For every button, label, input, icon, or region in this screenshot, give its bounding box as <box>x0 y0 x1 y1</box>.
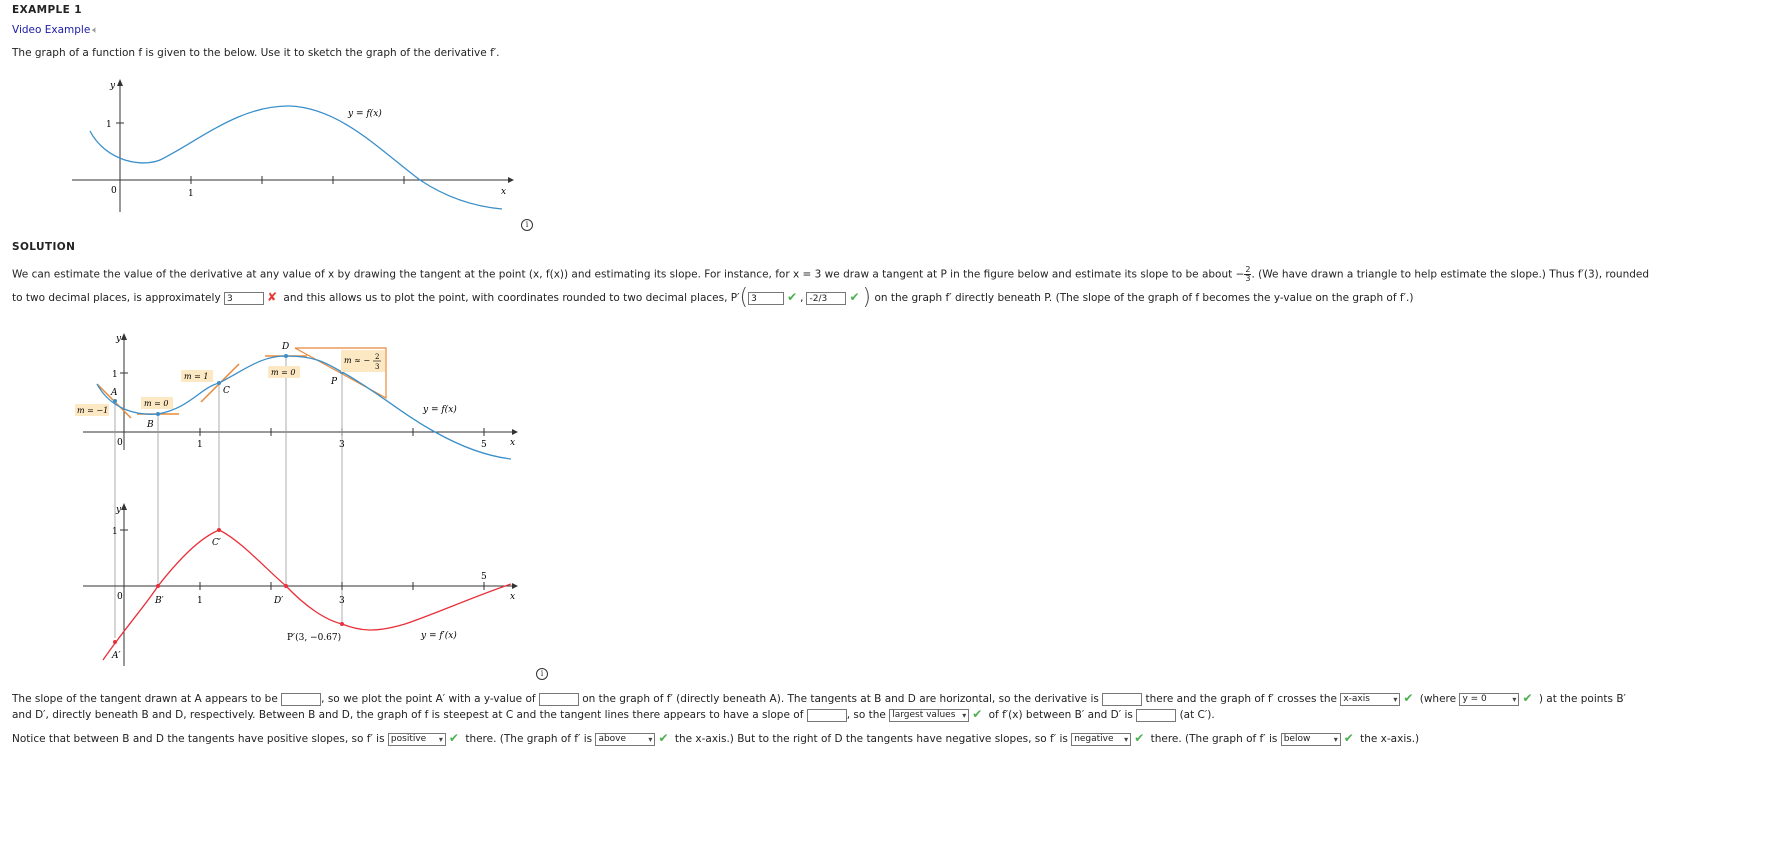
p-prime-y-input[interactable]: -2/3 <box>806 291 847 305</box>
a-prime-y-input[interactable] <box>538 692 579 706</box>
wrong-cross-icon: ✘ <box>267 290 278 304</box>
solution-line-1: We can estimate the value of the derivat… <box>12 266 1649 283</box>
slope-at-c-input[interactable] <box>806 708 847 722</box>
svg-text:3: 3 <box>339 596 345 606</box>
check-icon: ✔ <box>1134 731 1145 745</box>
video-example-link[interactable]: Video Example <box>12 24 91 36</box>
para2-line: Notice that between B and D the tangents… <box>12 731 1420 746</box>
above-select[interactable]: above ▾ <box>595 732 656 746</box>
slope-label-a: m = −1 <box>77 406 108 415</box>
solution-line-2: to two decimal places, is approximately … <box>12 285 1414 310</box>
slope-label-p-den: 3 <box>375 363 379 371</box>
point-a-label: A <box>110 388 118 398</box>
point-p-prime-label: P′(3, −0.67) <box>287 632 341 643</box>
svg-text:5: 5 <box>481 440 487 450</box>
point-b-label: B <box>146 420 154 430</box>
tick-x0: 0 <box>111 186 117 196</box>
svg-text:1: 1 <box>197 596 203 606</box>
check-icon: ✔ <box>658 731 669 745</box>
crosses-select[interactable]: x-axis ▾ <box>1340 692 1401 706</box>
para1-line-1: The slope of the tangent drawn at A appe… <box>12 691 1626 706</box>
video-row: Video Example 🔈︎ <box>12 23 98 38</box>
svg-text:1: 1 <box>112 527 118 537</box>
example-heading: EXAMPLE 1 <box>12 4 82 16</box>
below-select[interactable]: below ▾ <box>1280 732 1341 746</box>
point-p-label: P <box>330 377 338 387</box>
check-icon: ✔ <box>1522 691 1533 705</box>
point-b-prime-label: B′ <box>154 596 164 606</box>
svg-text:3: 3 <box>339 440 345 450</box>
slope-at-a-input[interactable] <box>281 692 322 706</box>
point-d-prime-label: D′ <box>273 596 283 606</box>
point-a-prime-label: A′ <box>111 651 121 661</box>
svg-text:y: y <box>115 505 122 515</box>
check-icon: ✔ <box>1403 691 1414 705</box>
check-icon: ✔ <box>849 290 860 304</box>
svg-text:1: 1 <box>112 370 118 380</box>
p-prime-x-input[interactable]: 3 <box>748 291 785 305</box>
curve-label: y = f(x) <box>347 108 382 119</box>
svg-text:5: 5 <box>481 572 487 582</box>
point-c-prime-label: C′ <box>212 538 221 548</box>
info-icon[interactable]: i <box>521 219 533 231</box>
slope-label-c: m = 1 <box>184 372 208 381</box>
bottom-curve-label: y = f′(x) <box>420 630 457 641</box>
check-icon: ✔ <box>972 707 983 721</box>
tick-y1: 1 <box>106 120 112 130</box>
slope-label-d: m = 0 <box>271 368 295 377</box>
svg-text:x: x <box>510 438 515 448</box>
svg-text:x: x <box>510 592 515 602</box>
max-fprime-input[interactable] <box>1136 708 1177 722</box>
negative-select[interactable]: negative ▾ <box>1071 732 1132 746</box>
info-icon-2[interactable]: i <box>536 668 548 680</box>
figure-f-and-fprime: m = −1 m = 0 m = 1 m = 0 m ≈ − 2 3 A B C… <box>75 333 518 666</box>
derivative-at-b-d-input[interactable] <box>1102 692 1143 706</box>
solution-text-1b: . (We have drawn a triangle to help esti… <box>1251 268 1650 281</box>
svg-text:y: y <box>115 334 122 344</box>
point-d-label: D <box>281 342 289 352</box>
svg-text:1: 1 <box>197 440 203 450</box>
slope-label-p: m ≈ − <box>344 356 370 365</box>
y-axis-label: y <box>109 81 116 91</box>
positive-select[interactable]: positive ▾ <box>387 732 446 746</box>
point-c-label: C <box>223 386 230 396</box>
svg-text:0: 0 <box>117 592 123 602</box>
slope-label-b: m = 0 <box>144 399 168 408</box>
slope-label-p-num: 2 <box>375 353 379 361</box>
tick-x1: 1 <box>188 189 194 199</box>
solution-heading: SOLUTION <box>12 241 76 253</box>
check-icon: ✔ <box>787 290 798 304</box>
where-select[interactable]: y = 0 ▾ <box>1459 692 1520 706</box>
check-icon: ✔ <box>1343 731 1354 745</box>
para1-line-2: and D′, directly beneath B and D, respec… <box>12 707 1215 722</box>
f-prime-3-answer-input[interactable]: 3 <box>224 291 264 305</box>
f-curve <box>89 105 503 210</box>
speaker-icon[interactable]: 🔈︎ <box>92 25 99 36</box>
figure-f-graph: y x 1 0 1 y = f(x) <box>72 79 514 212</box>
largest-values-select[interactable]: largest values ▾ <box>889 708 970 722</box>
svg-text:0: 0 <box>117 438 123 448</box>
solution-text-1a: We can estimate the value of the derivat… <box>12 268 1245 281</box>
top-curve-label: y = f(x) <box>422 404 457 415</box>
intro-text: The graph of a function f is given to th… <box>12 47 500 59</box>
x-axis-label: x <box>501 187 506 197</box>
check-icon: ✔ <box>448 731 459 745</box>
